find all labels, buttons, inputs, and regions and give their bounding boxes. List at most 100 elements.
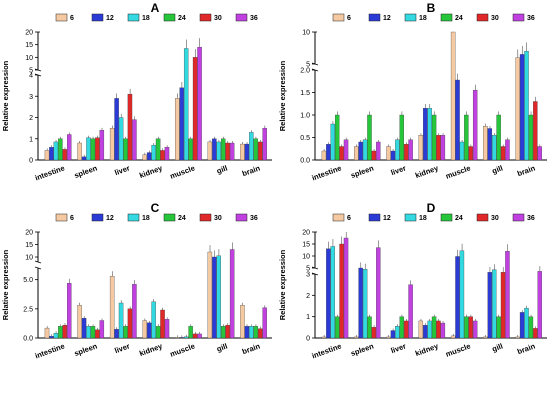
bar bbox=[399, 316, 404, 339]
bar bbox=[44, 327, 50, 339]
bar bbox=[62, 325, 68, 339]
bar bbox=[537, 271, 542, 339]
legend-label: 12 bbox=[106, 215, 114, 222]
bar bbox=[127, 308, 133, 339]
bar bbox=[492, 135, 497, 161]
bar bbox=[49, 336, 54, 339]
bar bbox=[321, 336, 327, 339]
bar bbox=[258, 141, 263, 161]
bar bbox=[67, 134, 72, 161]
legend-label: 18 bbox=[142, 215, 150, 222]
bar bbox=[249, 326, 254, 339]
bar bbox=[468, 316, 473, 339]
bar bbox=[62, 149, 68, 161]
bar bbox=[500, 146, 506, 161]
bar bbox=[468, 146, 473, 161]
bar bbox=[58, 138, 63, 161]
bar bbox=[81, 156, 87, 161]
x-tick-label: intestine bbox=[34, 341, 66, 360]
bar bbox=[164, 147, 170, 161]
legend-label: 36 bbox=[527, 215, 535, 222]
bar bbox=[436, 320, 441, 339]
bar bbox=[395, 139, 400, 161]
bar bbox=[127, 93, 133, 161]
legend-swatch bbox=[404, 13, 417, 22]
bar bbox=[487, 272, 493, 339]
bar bbox=[436, 135, 441, 161]
bar bbox=[90, 326, 96, 339]
bar bbox=[95, 137, 100, 161]
bar bbox=[528, 114, 534, 161]
bar bbox=[240, 143, 245, 161]
bar bbox=[330, 246, 335, 339]
legend-swatch bbox=[404, 213, 417, 222]
legend-swatch bbox=[55, 213, 68, 222]
bar bbox=[90, 138, 96, 161]
bar bbox=[423, 325, 428, 339]
axis-break-mark bbox=[34, 260, 42, 264]
bar bbox=[229, 249, 235, 339]
y-tick-label: 0 bbox=[29, 158, 33, 165]
legend-swatch bbox=[440, 13, 453, 22]
bar bbox=[132, 119, 137, 161]
bar bbox=[160, 309, 165, 339]
bar bbox=[123, 326, 128, 339]
x-tick-label: liver bbox=[390, 341, 408, 355]
bar bbox=[160, 150, 165, 161]
y-tick-label: 0.0 bbox=[23, 336, 33, 343]
bar bbox=[403, 144, 409, 161]
bar bbox=[358, 267, 363, 339]
bar bbox=[77, 142, 82, 161]
bar bbox=[197, 47, 202, 161]
bar bbox=[533, 328, 538, 339]
y-tick-label: 20 bbox=[302, 230, 310, 237]
legend-label: 24 bbox=[178, 15, 186, 22]
x-tick-label: spleen bbox=[349, 163, 375, 180]
bar bbox=[524, 307, 529, 339]
y-tick-label: 0 bbox=[306, 336, 310, 343]
legend-swatch bbox=[476, 213, 489, 222]
x-tick-label: brain bbox=[241, 163, 262, 178]
y-tick-label: 5 bbox=[306, 266, 310, 273]
bar bbox=[262, 307, 267, 339]
bar bbox=[67, 283, 72, 339]
legend-label: 30 bbox=[491, 15, 499, 22]
bar bbox=[240, 305, 245, 339]
legend-label: 36 bbox=[250, 215, 258, 222]
y-tick-label: 1.5 bbox=[300, 90, 310, 97]
legend-swatch bbox=[127, 213, 140, 222]
y-axis-label: Relative expression bbox=[1, 249, 10, 320]
bar bbox=[146, 152, 152, 161]
bar bbox=[132, 284, 137, 339]
bar bbox=[207, 141, 213, 161]
bar bbox=[118, 117, 124, 161]
bar bbox=[403, 320, 409, 339]
bar bbox=[81, 318, 87, 339]
bar bbox=[386, 146, 391, 161]
panel-b: B 6 12 18 24 30 36 Relative expression 0.0 0.5 1.0… bbox=[278, 1, 547, 182]
bar bbox=[496, 316, 501, 339]
bar bbox=[500, 272, 506, 339]
y-tick-label: 2 bbox=[29, 115, 33, 122]
bar bbox=[376, 247, 381, 339]
bar bbox=[207, 251, 213, 339]
legend-swatch bbox=[332, 13, 345, 22]
y-tick-label: 1.0 bbox=[300, 113, 310, 120]
bar bbox=[459, 141, 465, 161]
bar bbox=[418, 320, 424, 339]
bar bbox=[515, 336, 520, 339]
y-tick-label: 1 bbox=[29, 136, 33, 143]
bar bbox=[431, 316, 437, 339]
y-tick-label: 5 bbox=[306, 62, 310, 69]
bar bbox=[487, 128, 493, 161]
bar bbox=[77, 305, 82, 339]
bar bbox=[492, 269, 497, 339]
bar bbox=[179, 337, 184, 339]
bar bbox=[123, 138, 128, 161]
bar bbox=[395, 326, 400, 339]
panel-label: B bbox=[427, 1, 436, 15]
bar bbox=[53, 141, 59, 161]
bar bbox=[58, 326, 63, 339]
